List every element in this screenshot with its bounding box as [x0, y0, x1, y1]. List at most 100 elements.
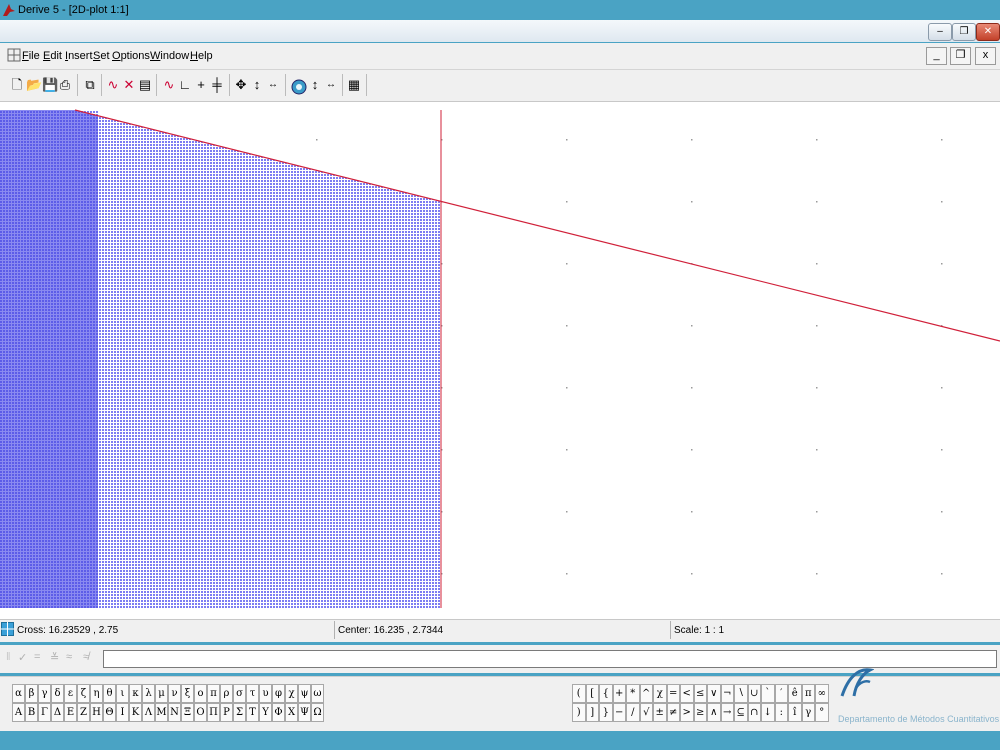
algebra-window-icon[interactable]: ▤	[138, 77, 152, 92]
plot-area[interactable]	[0, 102, 1000, 619]
greek-symbol-button[interactable]: ξ	[181, 684, 194, 703]
expression-input[interactable]	[103, 650, 997, 668]
math-symbol-button[interactable]: >	[680, 703, 694, 722]
math-symbol-button[interactable]: π	[801, 684, 815, 703]
math-symbol-button[interactable]: î	[788, 703, 802, 722]
approximate-button[interactable]: ≈	[66, 651, 73, 663]
greek-symbol-button[interactable]: κ	[129, 684, 142, 703]
greek-symbol-button[interactable]: Κ	[129, 703, 142, 722]
math-symbol-button[interactable]: )	[572, 703, 586, 722]
math-symbol-button[interactable]: }	[599, 703, 613, 722]
crosshair-alt-icon[interactable]: ╪	[212, 77, 222, 92]
simplify-button[interactable]: =	[34, 651, 41, 663]
zoom-in-horizontal-icon[interactable]: ↔	[326, 79, 336, 90]
greek-symbol-button[interactable]: π	[207, 684, 220, 703]
math-symbol-button[interactable]: ±	[653, 703, 667, 722]
greek-symbol-button[interactable]: Ω	[311, 703, 324, 722]
greek-symbol-button[interactable]: θ	[103, 684, 116, 703]
mdi-close-button[interactable]: x	[975, 47, 996, 65]
close-button[interactable]: ✕	[976, 23, 1000, 41]
mdi-restore-button[interactable]: ❐	[950, 47, 971, 65]
math-symbol-button[interactable]: −	[612, 703, 626, 722]
enter-simplify-button[interactable]: ≚	[50, 652, 60, 664]
math-symbol-button[interactable]: ′	[774, 684, 788, 703]
greek-symbol-button[interactable]: ψ	[298, 684, 311, 703]
math-symbol-button[interactable]: <	[680, 684, 694, 703]
greek-symbol-button[interactable]: Λ	[142, 703, 155, 722]
math-symbol-button[interactable]: ≥	[693, 703, 707, 722]
math-symbol-button[interactable]: *	[626, 684, 640, 703]
greek-symbol-button[interactable]: η	[90, 684, 103, 703]
math-symbol-button[interactable]: ∖	[734, 684, 748, 703]
greek-symbol-button[interactable]: Μ	[155, 703, 168, 722]
menu-options[interactable]: Options	[112, 50, 150, 62]
crosshair-icon[interactable]: +	[197, 77, 205, 92]
math-symbol-button[interactable]: ê	[788, 684, 802, 703]
greek-symbol-button[interactable]: τ	[246, 684, 259, 703]
math-symbol-button[interactable]: ∞	[815, 684, 829, 703]
greek-symbol-button[interactable]: Τ	[246, 703, 259, 722]
mdi-minimize-button[interactable]: _	[926, 47, 947, 65]
greek-symbol-button[interactable]: Θ	[103, 703, 116, 722]
greek-symbol-button[interactable]: Ν	[168, 703, 181, 722]
new-file-icon[interactable]: 🗋	[11, 77, 23, 92]
greek-symbol-button[interactable]: γ	[38, 684, 51, 703]
zoom-horizontal-icon[interactable]: ↔	[268, 79, 278, 90]
math-symbol-button[interactable]: ≠	[666, 703, 680, 722]
math-symbol-button[interactable]: ]	[585, 703, 599, 722]
greek-symbol-button[interactable]: Ρ	[220, 703, 233, 722]
math-symbol-button[interactable]: /	[626, 703, 640, 722]
greek-symbol-button[interactable]: σ	[233, 684, 246, 703]
math-symbol-button[interactable]: ¬	[720, 684, 734, 703]
greek-symbol-button[interactable]: β	[25, 684, 38, 703]
greek-symbol-button[interactable]: ρ	[220, 684, 233, 703]
restore-button[interactable]: ❐	[952, 23, 976, 41]
enter-approximate-button[interactable]: ≉	[83, 651, 90, 663]
greek-symbol-button[interactable]: δ	[51, 684, 64, 703]
math-symbol-button[interactable]: (	[572, 684, 586, 703]
greek-symbol-button[interactable]: α	[12, 684, 25, 703]
auto-plot-icon[interactable]: ∿	[163, 77, 175, 92]
plot-settings-icon[interactable]: ▦	[347, 77, 361, 92]
greek-symbol-button[interactable]: φ	[272, 684, 285, 703]
math-symbol-button[interactable]: ∧	[707, 703, 721, 722]
greek-symbol-button[interactable]: Δ	[51, 703, 64, 722]
greek-symbol-button[interactable]: Π	[207, 703, 220, 722]
math-symbol-button[interactable]: +	[612, 684, 626, 703]
math-symbol-button[interactable]: °	[815, 703, 829, 722]
greek-symbol-button[interactable]: ω	[311, 684, 324, 703]
greek-symbol-button[interactable]: Ι	[116, 703, 129, 722]
greek-symbol-button[interactable]: Ζ	[77, 703, 90, 722]
greek-symbol-button[interactable]: Η	[90, 703, 103, 722]
greek-symbol-button[interactable]: ι	[116, 684, 129, 703]
math-symbol-button[interactable]: ≤	[693, 684, 707, 703]
trace-icon[interactable]: ∟	[178, 77, 192, 92]
menu-window[interactable]: Window	[150, 50, 190, 62]
greek-symbol-button[interactable]: λ	[142, 684, 155, 703]
math-symbol-button[interactable]: ⊆	[734, 703, 748, 722]
menu-insert[interactable]: Insert	[65, 50, 93, 62]
copy-icon[interactable]: ⧉	[85, 77, 95, 92]
pan-icon[interactable]: ✥	[235, 77, 247, 92]
math-symbol-button[interactable]: √	[639, 703, 653, 722]
math-symbol-button[interactable]: [	[585, 684, 599, 703]
math-symbol-button[interactable]: ∪	[747, 684, 761, 703]
menu-file[interactable]: File	[22, 50, 40, 62]
math-symbol-button[interactable]: χ	[653, 684, 667, 703]
greek-symbol-button[interactable]: ζ	[77, 684, 90, 703]
greek-symbol-button[interactable]: Α	[12, 703, 25, 722]
greek-symbol-button[interactable]: Ψ	[298, 703, 311, 722]
greek-symbol-button[interactable]: Γ	[38, 703, 51, 722]
math-symbol-button[interactable]: =	[666, 684, 680, 703]
math-symbol-button[interactable]: γ	[801, 703, 815, 722]
zoom-in-vertical-icon[interactable]: ↕	[311, 77, 319, 92]
greek-symbol-button[interactable]: ν	[168, 684, 181, 703]
math-symbol-button[interactable]: ^	[639, 684, 653, 703]
open-folder-icon[interactable]: 📂	[26, 77, 43, 92]
zoom-vertical-icon[interactable]: ↕	[253, 77, 261, 92]
greek-symbol-button[interactable]: ε	[64, 684, 77, 703]
math-symbol-button[interactable]: :	[774, 703, 788, 722]
greek-symbol-button[interactable]: ο	[194, 684, 207, 703]
enter-check-button[interactable]: ✓	[18, 652, 28, 664]
greek-symbol-button[interactable]: μ	[155, 684, 168, 703]
